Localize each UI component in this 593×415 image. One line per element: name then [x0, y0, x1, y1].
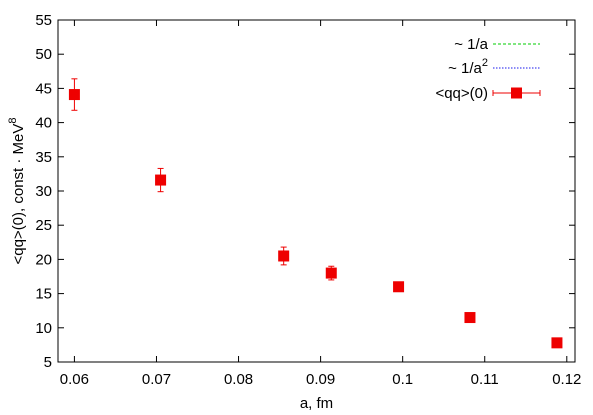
data-point-marker [464, 312, 476, 324]
y-tick-labels: 5 10 15 20 25 30 35 40 45 50 55 [35, 12, 52, 371]
y-axis-label: <qq>(0), const · MeV8 [7, 117, 27, 264]
x-tick-label: 0.06 [60, 371, 89, 388]
y-tick-label: 35 [35, 149, 52, 166]
legend: ~ 1/a ~ 1/a2 <qq>(0) [435, 36, 541, 102]
y-tick-label: 15 [35, 286, 52, 303]
x-tick-labels: 0.06 0.07 0.08 0.09 0.1 0.11 0.12 [60, 371, 582, 388]
legend-label-inverse-a-squared-superscript: 2 [482, 57, 488, 69]
y-axis-label-main: <qq>(0), const · MeV [10, 124, 27, 265]
data-point [278, 246, 290, 266]
data-point-marker [393, 281, 405, 293]
y-tick-label: 5 [44, 354, 52, 371]
data-point-marker [325, 267, 337, 279]
x-tick-label: 0.08 [224, 371, 253, 388]
data-point-marker [155, 174, 167, 186]
y-tick-label: 10 [35, 320, 52, 337]
x-tick-label: 0.07 [142, 371, 171, 388]
y-tick-label: 45 [35, 80, 52, 97]
x-tick-label: 0.11 [471, 371, 499, 388]
data-points [68, 78, 563, 349]
data-point [325, 265, 337, 281]
y-tick-label: 40 [35, 115, 52, 132]
data-point-marker [551, 337, 563, 349]
y-tick-label: 55 [35, 12, 52, 29]
data-point [464, 312, 476, 324]
data-point [551, 337, 563, 349]
y-tick-label: 50 [35, 46, 52, 63]
y-axis-label-superscript: 8 [7, 117, 19, 123]
data-point-marker [278, 250, 290, 262]
data-point [155, 167, 167, 193]
data-point-marker [68, 89, 80, 101]
legend-label-inverse-a-squared: ~ 1/a2 [448, 57, 488, 77]
legend-label-inverse-a-squared-main: ~ 1/a [448, 60, 482, 77]
x-tick-label: 0.12 [552, 371, 581, 388]
y-tick-label: 25 [35, 217, 52, 234]
data-point [68, 78, 80, 111]
x-axis-label: a, fm [300, 395, 333, 412]
legend-label-inverse-a: ~ 1/a [454, 36, 488, 53]
legend-swatch-qq [492, 87, 541, 99]
axis-ticks [58, 19, 575, 363]
x-tick-label: 0.09 [306, 371, 335, 388]
x-tick-label: 0.1 [392, 371, 413, 388]
y-tick-label: 20 [35, 251, 52, 268]
legend-swatch-marker [511, 87, 522, 99]
y-tick-label: 30 [35, 183, 52, 200]
legend-label-qq: <qq>(0) [435, 85, 488, 102]
data-point [393, 281, 405, 293]
